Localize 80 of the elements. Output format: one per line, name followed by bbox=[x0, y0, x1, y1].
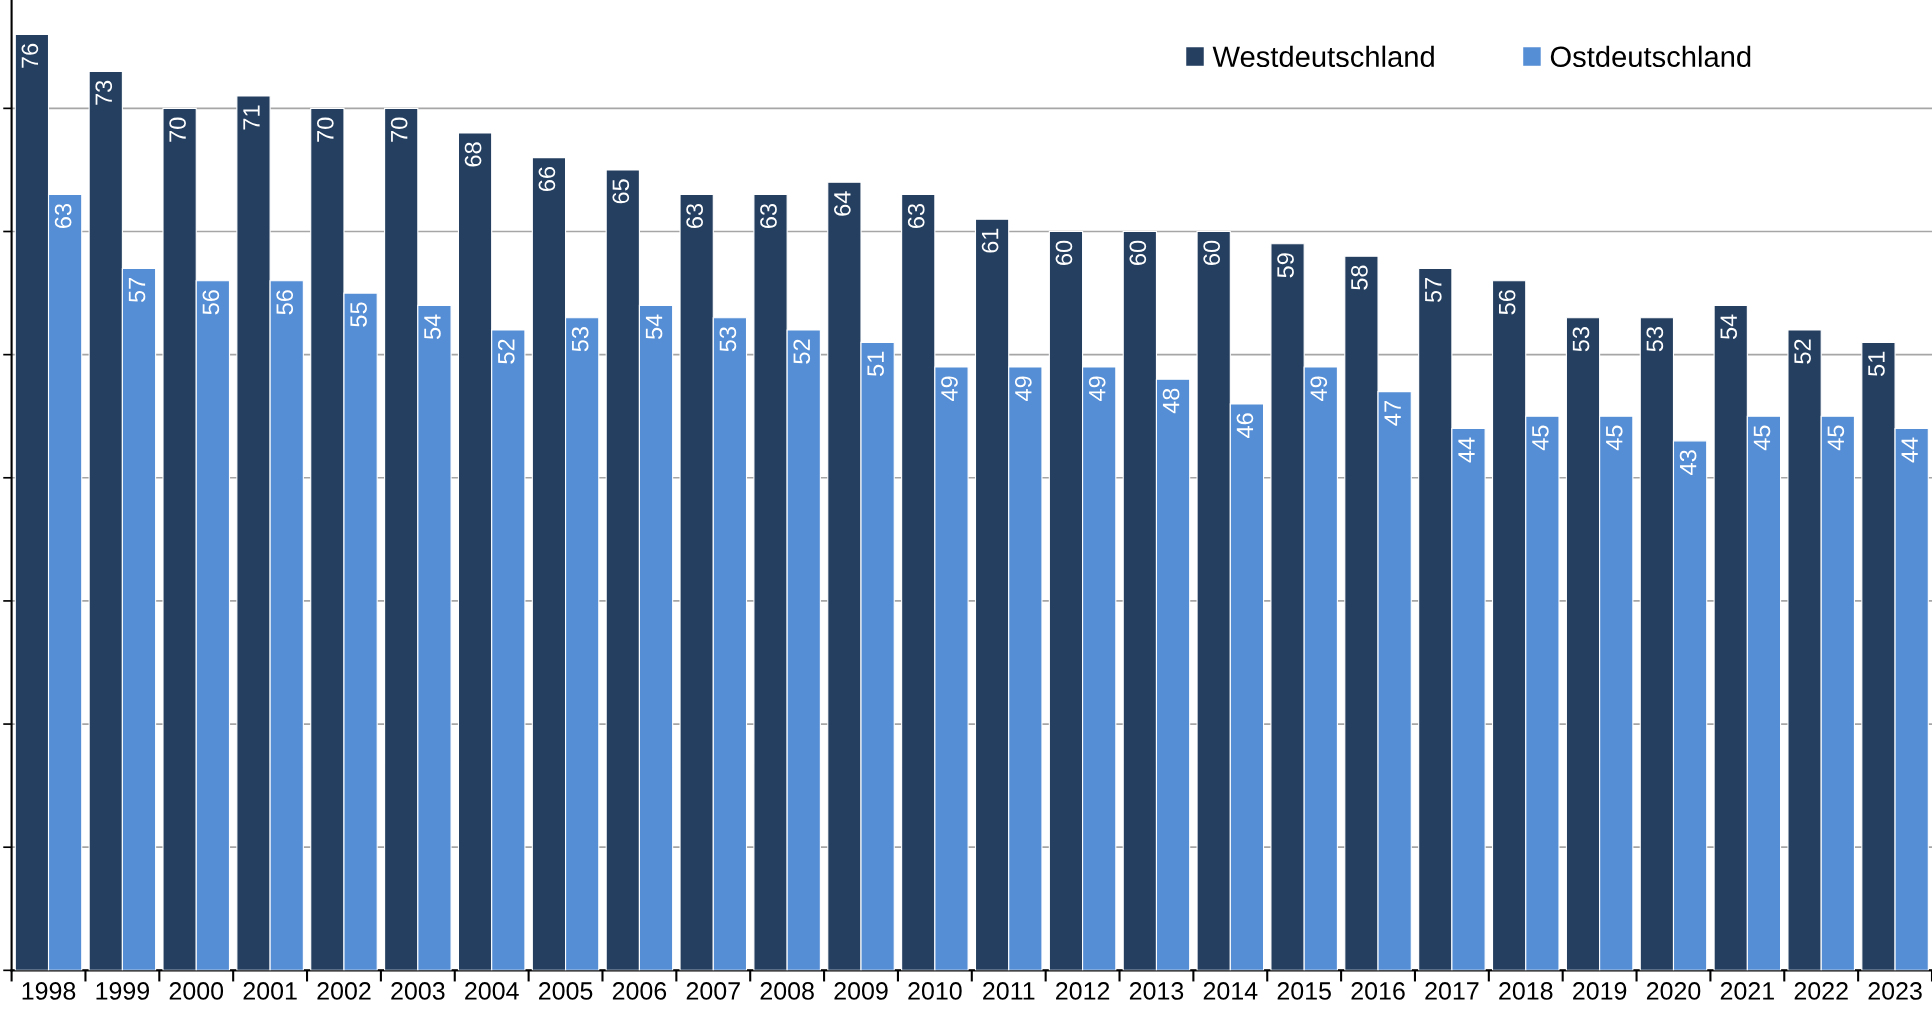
x-tick-label: 2002 bbox=[317, 982, 371, 1000]
data-label: 52 bbox=[1794, 339, 1811, 364]
data-label: 54 bbox=[645, 314, 663, 340]
data-label: 49 bbox=[1014, 376, 1032, 402]
data-label: 63 bbox=[686, 203, 703, 228]
data-label: 70 bbox=[390, 117, 408, 142]
data-label: 71 bbox=[243, 105, 260, 130]
data-label: 54 bbox=[1720, 314, 1738, 340]
x-tick-label: 2014 bbox=[1203, 982, 1258, 1000]
data-label: 49 bbox=[941, 376, 958, 402]
data-label: 45 bbox=[1606, 425, 1623, 451]
data-label: 52 bbox=[497, 339, 515, 364]
x-tick-label: 2007 bbox=[686, 982, 740, 1000]
x-tick-label: 1998 bbox=[22, 982, 76, 1000]
data-label: 53 bbox=[719, 327, 737, 352]
data-label: 53 bbox=[571, 327, 589, 352]
data-label: 63 bbox=[760, 203, 777, 228]
data-label: 44 bbox=[1458, 437, 1475, 463]
x-tick-label: 2023 bbox=[1868, 982, 1922, 1000]
data-label: 55 bbox=[350, 302, 367, 327]
data-label: 73 bbox=[95, 80, 113, 105]
data-label: 45 bbox=[1532, 425, 1549, 451]
data-label: 44 bbox=[1901, 437, 1918, 463]
x-tick-label: 2011 bbox=[983, 982, 1035, 1000]
x-tick-label: 2003 bbox=[391, 982, 445, 1000]
data-label: 47 bbox=[1384, 401, 1401, 426]
data-label: 68 bbox=[464, 142, 482, 167]
x-tick-label: 2017 bbox=[1425, 982, 1479, 1000]
x-tick-label: 2021 bbox=[1720, 982, 1774, 1000]
data-label: 46 bbox=[1236, 413, 1254, 438]
data-label: 49 bbox=[1088, 376, 1106, 402]
data-label: 65 bbox=[612, 179, 630, 204]
data-label: 48 bbox=[1162, 388, 1180, 414]
data-label: 64 bbox=[834, 191, 851, 216]
x-tick-label: 2004 bbox=[465, 982, 519, 1000]
data-label: 53 bbox=[1646, 327, 1664, 352]
data-label: 54 bbox=[424, 314, 441, 340]
data-label: 57 bbox=[1425, 277, 1442, 303]
data-label: 57 bbox=[128, 277, 146, 303]
data-label: 59 bbox=[1277, 253, 1294, 278]
x-tick-label: 2018 bbox=[1499, 982, 1553, 1000]
data-label: 45 bbox=[1753, 425, 1771, 451]
legend-label: Ostdeutschland bbox=[1550, 45, 1751, 68]
x-tick-label: 2022 bbox=[1794, 982, 1848, 1000]
data-label: 53 bbox=[1572, 327, 1590, 352]
data-label: 63 bbox=[907, 203, 925, 228]
x-tick-label: 2019 bbox=[1573, 982, 1627, 1000]
data-label: 56 bbox=[1498, 290, 1516, 315]
data-label: 66 bbox=[538, 166, 556, 192]
data-label: 51 bbox=[867, 351, 884, 376]
legend-label: Westdeutschland bbox=[1212, 45, 1434, 68]
data-label: 43 bbox=[1679, 450, 1697, 475]
x-tick-label: 2010 bbox=[908, 982, 962, 1000]
x-tick-label: 2005 bbox=[539, 982, 593, 1000]
data-label: 52 bbox=[793, 339, 811, 364]
data-label: 45 bbox=[1827, 425, 1845, 451]
x-tick-label: 2015 bbox=[1277, 982, 1331, 1000]
data-label: 63 bbox=[54, 203, 72, 228]
x-tick-label: 2001 bbox=[243, 982, 297, 1000]
x-tick-label: 2008 bbox=[760, 982, 814, 1000]
data-label: 61 bbox=[981, 228, 999, 253]
x-tick-label: 2009 bbox=[834, 982, 888, 1000]
x-tick-label: 2016 bbox=[1351, 982, 1405, 1000]
data-label: 60 bbox=[1203, 240, 1221, 265]
x-tick-label: 2013 bbox=[1129, 982, 1184, 1000]
x-tick-label: 2012 bbox=[1056, 982, 1110, 1000]
x-tick-label: 2006 bbox=[612, 982, 667, 1000]
data-label: 60 bbox=[1055, 240, 1073, 265]
x-tick-label: 2020 bbox=[1646, 982, 1701, 1000]
data-label: 76 bbox=[21, 43, 39, 68]
data-label: 56 bbox=[276, 290, 294, 315]
data-label: 70 bbox=[316, 117, 334, 142]
x-tick-label: 2000 bbox=[169, 982, 224, 1000]
data-label: 70 bbox=[169, 117, 186, 142]
data-label: 56 bbox=[202, 290, 220, 315]
data-label: 58 bbox=[1351, 265, 1368, 290]
data-label: 51 bbox=[1868, 351, 1885, 376]
x-tick-label: 1999 bbox=[96, 982, 150, 1000]
data-label: 49 bbox=[1310, 376, 1328, 402]
data-label: 60 bbox=[1129, 240, 1147, 265]
